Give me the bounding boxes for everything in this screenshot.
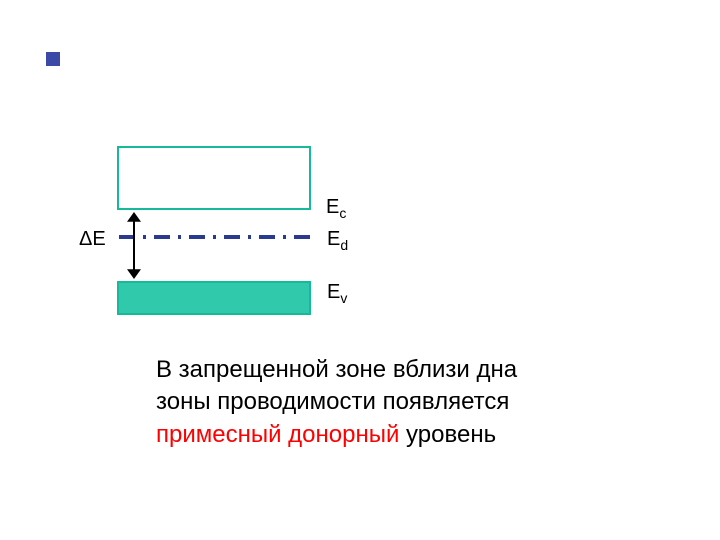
e-symbol: E — [92, 228, 105, 250]
subscript: d — [340, 237, 348, 253]
caption-highlight: примесный донорный — [156, 421, 399, 448]
energy-band-diagram: ΔE Ec Ed Ev В запрещенной зоне вблизи дн… — [0, 0, 720, 540]
label-delta-e: ΔE — [79, 228, 106, 251]
label-ev: Ev — [327, 281, 347, 306]
label-ec: Ec — [326, 196, 346, 221]
e-symbol: E — [327, 281, 340, 303]
label-ed: Ed — [327, 228, 348, 253]
caption-text: В запрещенной зоне вблизи дна зоны прово… — [156, 354, 517, 451]
e-symbol: E — [326, 196, 339, 218]
subscript: v — [340, 290, 347, 306]
e-symbol: E — [327, 228, 340, 250]
delta-symbol: Δ — [79, 228, 92, 250]
valence-band — [117, 281, 311, 315]
delta-e-arrow-icon — [0, 0, 720, 540]
caption-line1: В запрещенной зоне вблизи дна — [156, 356, 517, 383]
caption-line3-rest: уровень — [399, 421, 496, 448]
subscript: c — [339, 205, 346, 221]
caption-line2: зоны проводимости появляется — [156, 388, 509, 415]
